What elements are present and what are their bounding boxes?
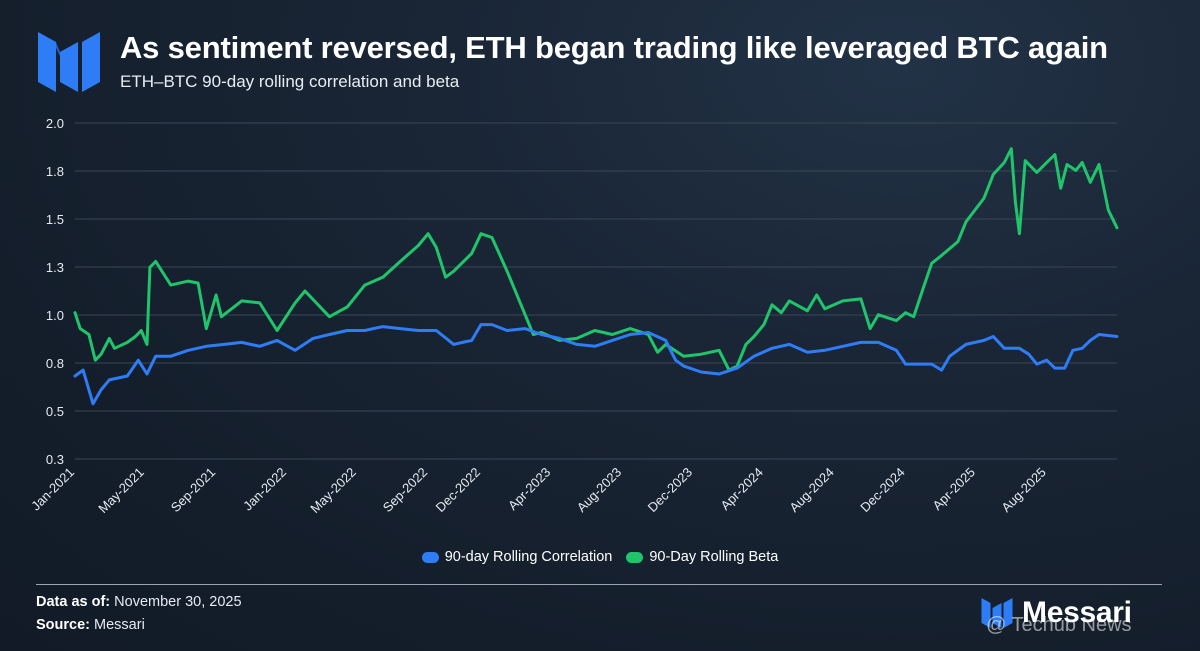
series-line-beta [73, 147, 1119, 372]
messari-small-logo-icon [981, 598, 1013, 628]
legend-item-beta[interactable]: 90-Day Rolling Beta [626, 549, 778, 565]
x-tick-label: Aug-2024 [786, 465, 836, 515]
y-tick-label: 1.5 [46, 212, 64, 227]
footer-divider [36, 584, 1162, 585]
legend-label-beta: 90-Day Rolling Beta [649, 549, 779, 565]
y-tick-label: 1.8 [46, 164, 64, 179]
x-tick-label: Sep-2022 [380, 465, 430, 515]
series-line-correlation [73, 323, 1119, 406]
chart-legend: 90-day Rolling Correlation 90-Day Rollin… [0, 549, 1200, 565]
brand-name: Messari [1022, 596, 1132, 629]
messari-logo-icon [38, 32, 100, 92]
x-tick-label: May-2022 [307, 465, 358, 516]
y-tick-label: 1.0 [46, 308, 64, 323]
x-tick-label: Apr-2025 [930, 465, 978, 513]
y-tick-label: 0.8 [46, 356, 64, 371]
y-tick-label: 0.5 [46, 404, 64, 419]
y-tick-label: 1.3 [46, 260, 64, 275]
x-tick-label: Apr-2023 [505, 465, 553, 513]
x-tick-label: Apr-2024 [718, 465, 766, 513]
legend-swatch-correlation [421, 551, 439, 563]
source-label: Source: [36, 617, 90, 633]
data-as-of: Data as of: November 30, 2025 [36, 594, 242, 610]
x-tick-label: Dec-2023 [645, 465, 695, 515]
x-tick-label: Aug-2025 [998, 465, 1048, 515]
source-value: Messari [94, 617, 145, 633]
y-tick-label: 2.0 [46, 116, 64, 131]
watermark: @ Techub News [986, 614, 1132, 636]
data-as-of-label: Data as of: [36, 594, 111, 610]
x-tick-label: Sep-2021 [168, 465, 218, 515]
page-title: As sentiment reversed, ETH began trading… [120, 30, 1108, 65]
legend-swatch-beta [626, 551, 644, 563]
y-tick-label: 0.3 [46, 452, 64, 467]
x-tick-label: Aug-2023 [574, 465, 624, 515]
x-tick-label: Jan-2022 [240, 465, 289, 514]
x-tick-label: Jan-2021 [28, 465, 77, 514]
x-tick-label: May-2021 [95, 465, 146, 516]
x-tick-label: Dec-2024 [857, 465, 907, 515]
legend-item-correlation[interactable]: 90-day Rolling Correlation [421, 549, 613, 565]
data-as-of-value: November 30, 2025 [114, 594, 242, 610]
x-tick-label: Dec-2022 [433, 465, 483, 515]
page-subtitle: ETH–BTC 90-day rolling correlation and b… [120, 72, 460, 91]
legend-label-correlation: 90-day Rolling Correlation [444, 549, 613, 565]
source: Source: Messari [36, 617, 145, 633]
footer-brand: Messari [980, 596, 1132, 630]
